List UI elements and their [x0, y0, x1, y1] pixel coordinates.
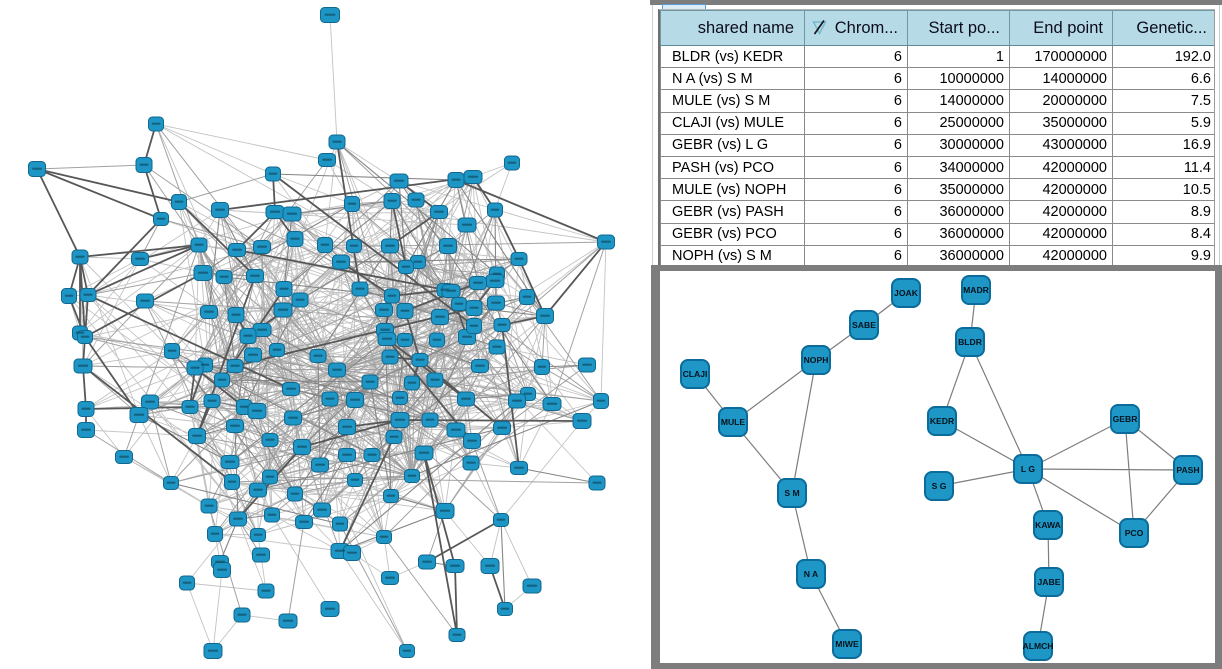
svg-text:MIWE: MIWE	[835, 639, 859, 649]
svg-text:CLAJI: CLAJI	[683, 369, 708, 379]
svg-text:GEBR: GEBR	[1113, 414, 1139, 424]
svg-text:N A: N A	[804, 569, 818, 579]
svg-text:SABE: SABE	[852, 320, 876, 330]
svg-text:MULE: MULE	[721, 417, 746, 427]
svg-text:L G: L G	[1021, 464, 1035, 474]
svg-text:S G: S G	[932, 481, 947, 491]
svg-text:NOPH: NOPH	[804, 355, 829, 365]
svg-text:PASH: PASH	[1176, 465, 1199, 475]
svg-text:PCO: PCO	[1125, 528, 1144, 538]
svg-text:JABE: JABE	[1038, 577, 1061, 587]
svg-text:KEDR: KEDR	[930, 416, 955, 426]
svg-text:JOAK: JOAK	[894, 288, 919, 298]
svg-text:BLDR: BLDR	[958, 337, 983, 347]
svg-text:MADR: MADR	[963, 285, 990, 295]
svg-text:S M: S M	[784, 488, 799, 498]
svg-text:KAWA: KAWA	[1035, 520, 1061, 530]
svg-text:ALMCH: ALMCH	[1022, 641, 1053, 651]
